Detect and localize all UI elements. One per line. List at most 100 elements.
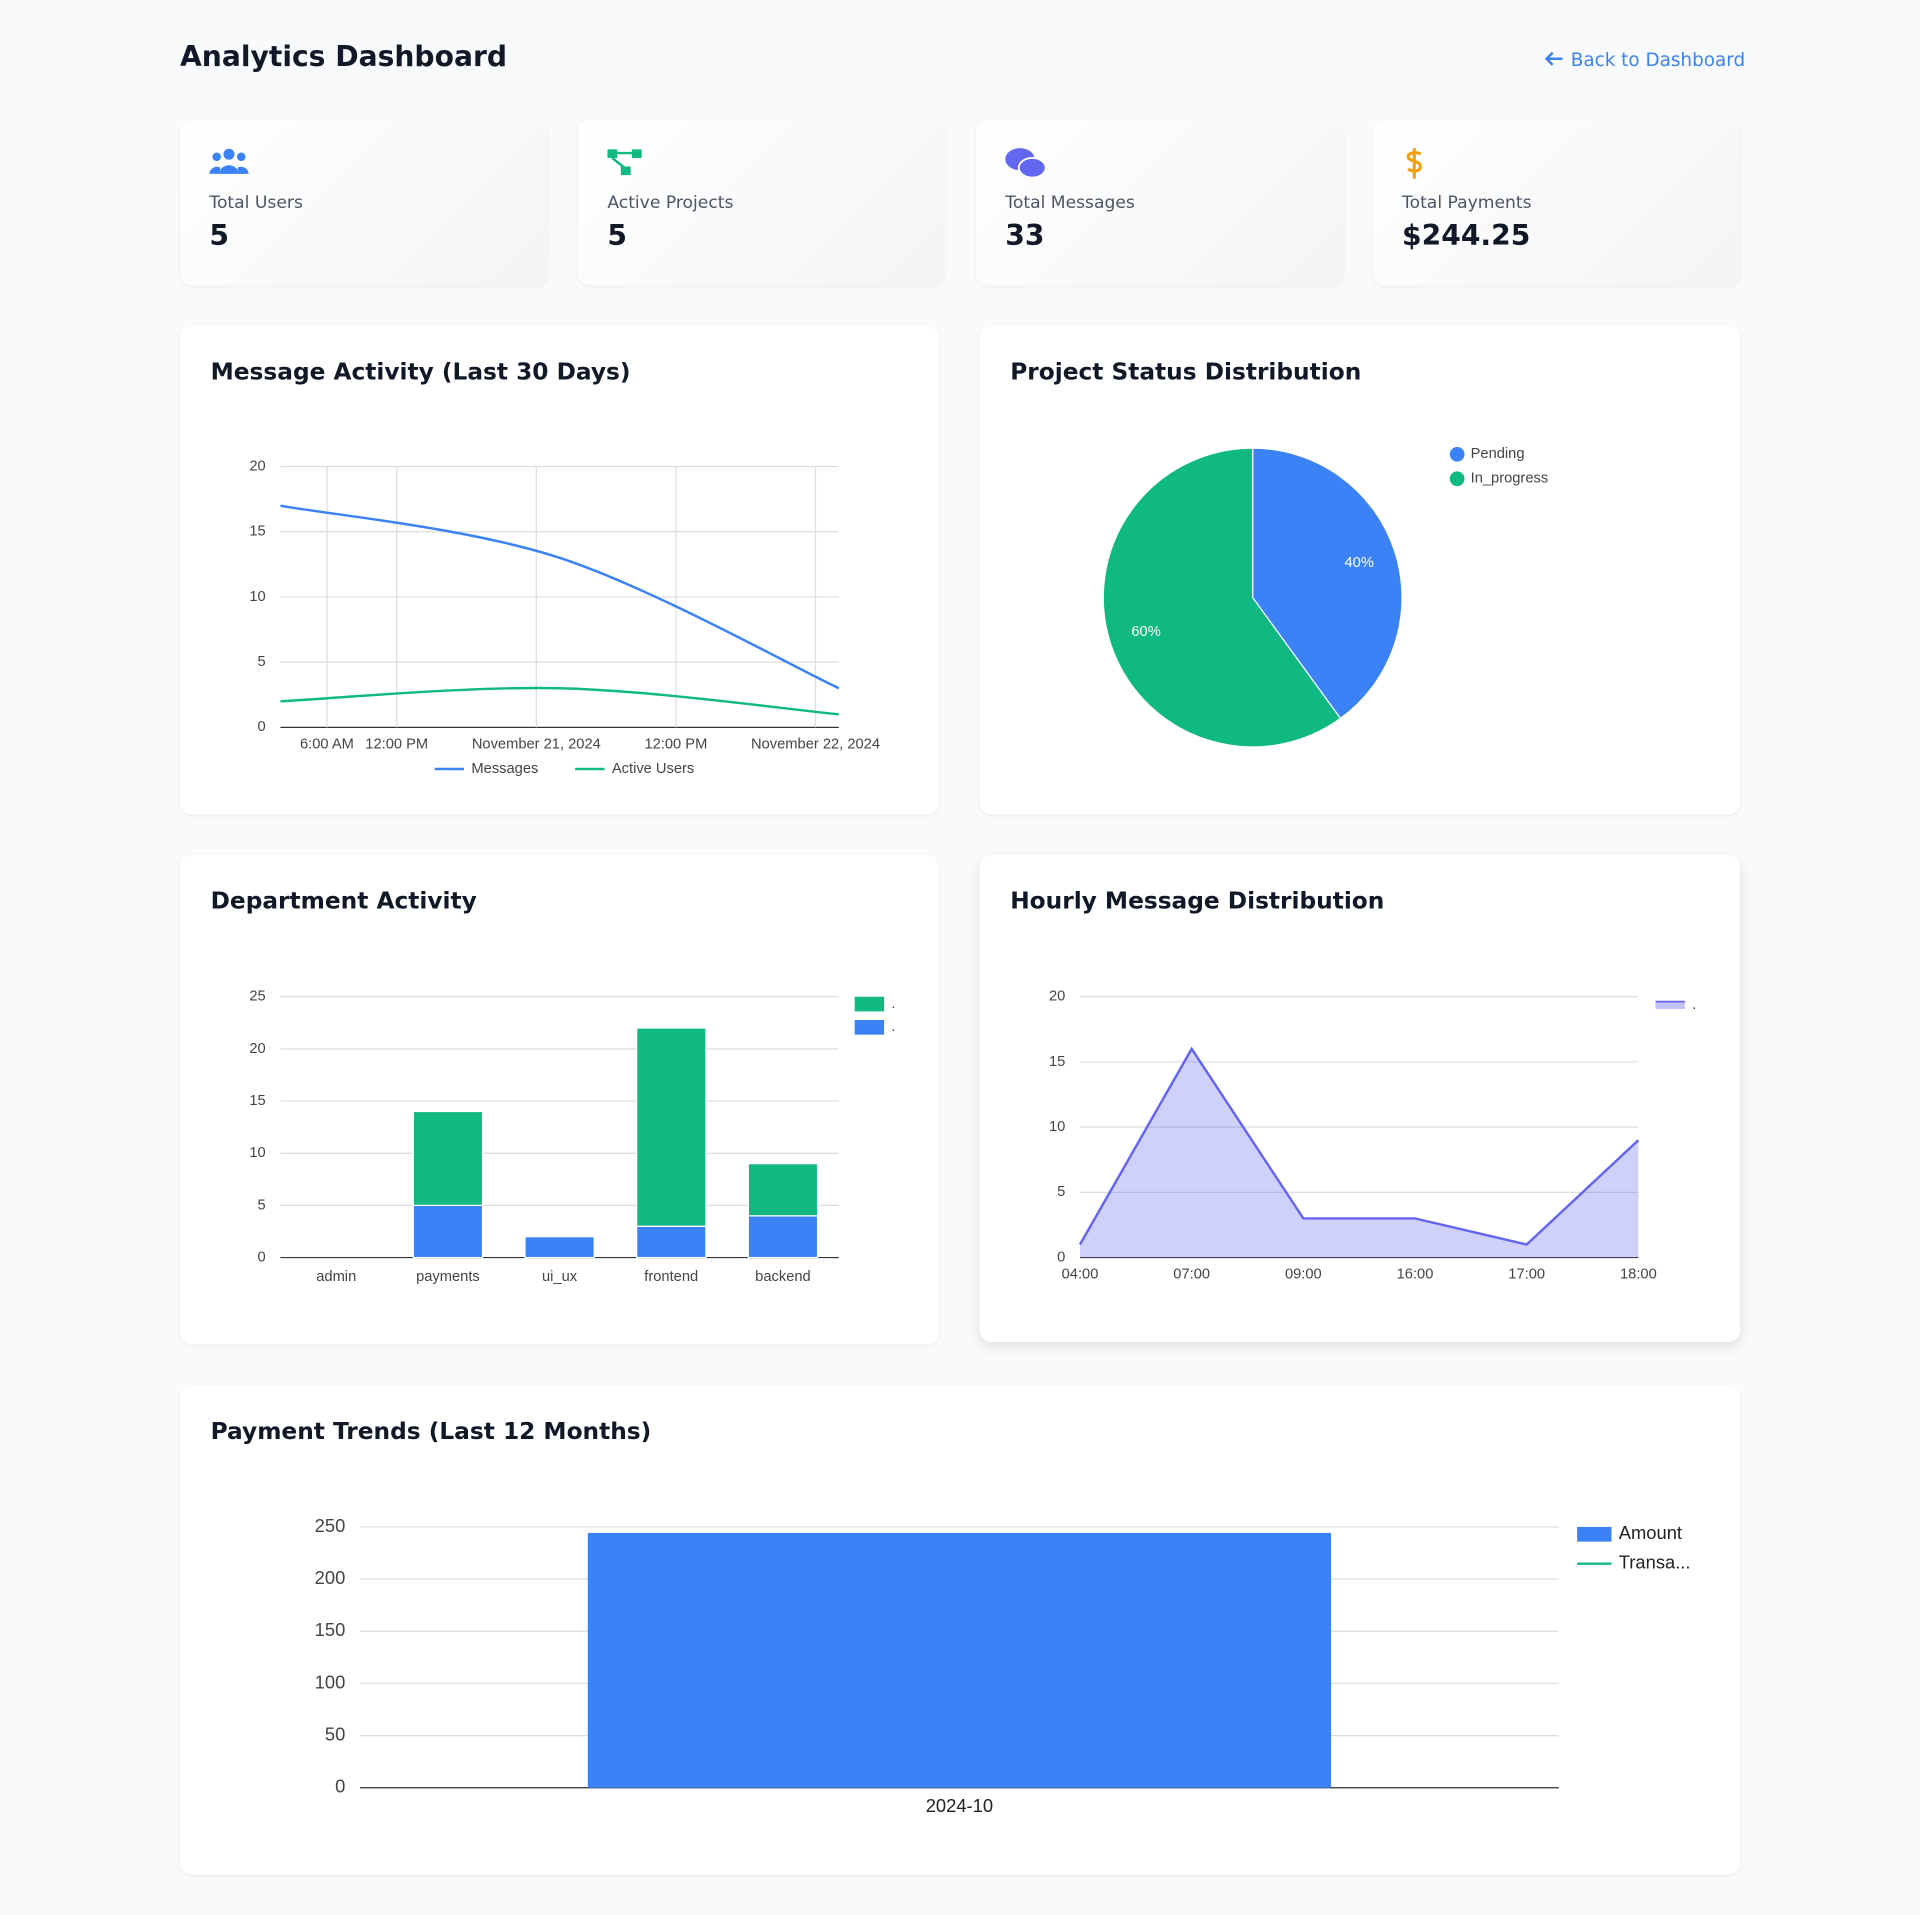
x-tick-label: 12:00 PM (644, 736, 707, 752)
legend-label: . (891, 1019, 895, 1035)
legend-label: In_progress (1471, 471, 1549, 487)
y-tick-label: 25 (249, 989, 265, 1005)
stat-value: 5 (607, 220, 627, 253)
dollar-icon (1406, 148, 1422, 179)
line-series (280, 504, 840, 690)
legend-label: . (891, 996, 895, 1012)
legend-swatch (854, 1020, 885, 1035)
stat-value: 33 (1005, 220, 1045, 253)
chart-card: Message Activity (Last 30 Days) (180, 325, 940, 815)
bar (524, 1236, 595, 1259)
y-tick-label: 15 (249, 1093, 265, 1109)
stat-value: 5 (209, 220, 229, 253)
x-tick-label: 12:00 PM (365, 736, 428, 752)
stat-card: Total Users 5 (180, 120, 548, 286)
back-link-text[interactable]: Back to Dashboard (1570, 48, 1746, 72)
bar (747, 1215, 819, 1259)
x-tick-label: 04:00 (1062, 1267, 1099, 1283)
y-tick-label: 0 (335, 1776, 345, 1797)
x-tick-label: frontend (644, 1269, 698, 1285)
chart-title: Hourly Message Distribution (1010, 887, 1385, 915)
stat-card: Total Payments $244.25 (1372, 120, 1741, 286)
y-tick-label: 5 (1057, 1184, 1065, 1200)
legend-swatch (854, 996, 885, 1012)
y-tick-label: 15 (1049, 1054, 1065, 1070)
y-tick-label: 10 (249, 1145, 265, 1161)
y-tick-label: 20 (249, 1041, 265, 1057)
y-tick-label: 150 (315, 1619, 346, 1640)
legend-swatch (1449, 471, 1465, 487)
users-icon (209, 148, 249, 174)
legend-swatch (1449, 446, 1465, 462)
messages-icon (1005, 148, 1047, 179)
stat-value: $244.25 (1402, 220, 1531, 253)
slice-label: 60% (1131, 624, 1160, 640)
legend-label: Active Users (612, 761, 694, 777)
bar (412, 1110, 484, 1207)
legend-label: Messages (471, 761, 538, 777)
stat-label: Total Messages (1005, 193, 1135, 214)
y-tick-label: 0 (1057, 1249, 1065, 1265)
x-tick-label: 6:00 AM (300, 736, 354, 752)
y-tick-label: 15 (249, 524, 265, 540)
x-tick-label: ui_ux (542, 1269, 578, 1285)
legend-label: Transa... (1619, 1552, 1691, 1573)
chart-title: Department Activity (210, 887, 477, 915)
projects-icon (607, 149, 642, 176)
y-tick-label: 250 (315, 1515, 346, 1536)
pie-slice (1252, 447, 1403, 720)
x-tick-label: 2024-10 (926, 1795, 993, 1816)
line-series (280, 686, 839, 716)
y-tick-label: 20 (1049, 989, 1065, 1005)
legend-swatch (1655, 1001, 1685, 1009)
stat-label: Total Users (209, 193, 303, 214)
area-line (1078, 1046, 1640, 1246)
page-title: Analytics Dashboard (180, 41, 508, 74)
x-tick-label: 07:00 (1173, 1267, 1210, 1283)
legend-label: Pending (1471, 446, 1525, 462)
stat-label: Active Projects (607, 193, 734, 214)
x-tick-label: admin (316, 1269, 356, 1285)
x-tick-label: 16:00 (1397, 1267, 1434, 1283)
back-link[interactable]: Back to Dashboard (1543, 49, 1745, 71)
x-tick-label: November 22, 2024 (751, 736, 880, 752)
legend-label: Amount (1619, 1522, 1682, 1543)
chart-card: Hourly Message Distribution (979, 854, 1741, 1343)
pie-slice (1102, 447, 1342, 748)
y-tick-label: 100 (315, 1671, 346, 1692)
arrow-icon (1544, 51, 1563, 66)
y-tick-label: 0 (258, 1249, 266, 1265)
stat-label: Total Payments (1402, 193, 1532, 214)
x-tick-label: November 21, 2024 (472, 736, 601, 752)
slice-label: 40% (1345, 555, 1374, 571)
bar (587, 1532, 1332, 1788)
y-tick-label: 5 (258, 654, 266, 670)
bar (412, 1204, 484, 1259)
y-tick-label: 5 (258, 1197, 266, 1213)
y-tick-label: 0 (258, 719, 266, 735)
y-tick-label: 50 (325, 1723, 345, 1744)
bar (747, 1163, 819, 1217)
x-tick-label: payments (416, 1269, 480, 1285)
chart-title: Payment Trends (Last 12 Months) (210, 1417, 652, 1445)
bar (636, 1225, 707, 1259)
chart-title: Message Activity (Last 30 Days) (210, 358, 631, 386)
y-tick-label: 10 (249, 589, 265, 605)
area-fill (1080, 1048, 1639, 1258)
legend-label: . (1692, 997, 1696, 1013)
chart-card: Department Activity (180, 854, 940, 1345)
y-tick-label: 10 (1049, 1119, 1065, 1135)
x-tick-label: 17:00 (1508, 1267, 1545, 1283)
stat-card: Active Projects 5 (577, 120, 946, 286)
y-tick-label: 20 (249, 458, 265, 474)
x-tick-label: 09:00 (1285, 1267, 1322, 1283)
legend-swatch (1577, 1526, 1612, 1542)
bar (636, 1027, 707, 1227)
chart-title: Project Status Distribution (1010, 358, 1362, 386)
x-tick-label: 18:00 (1620, 1267, 1657, 1283)
y-tick-label: 200 (315, 1567, 346, 1588)
stat-card: Total Messages 33 (975, 120, 1344, 286)
